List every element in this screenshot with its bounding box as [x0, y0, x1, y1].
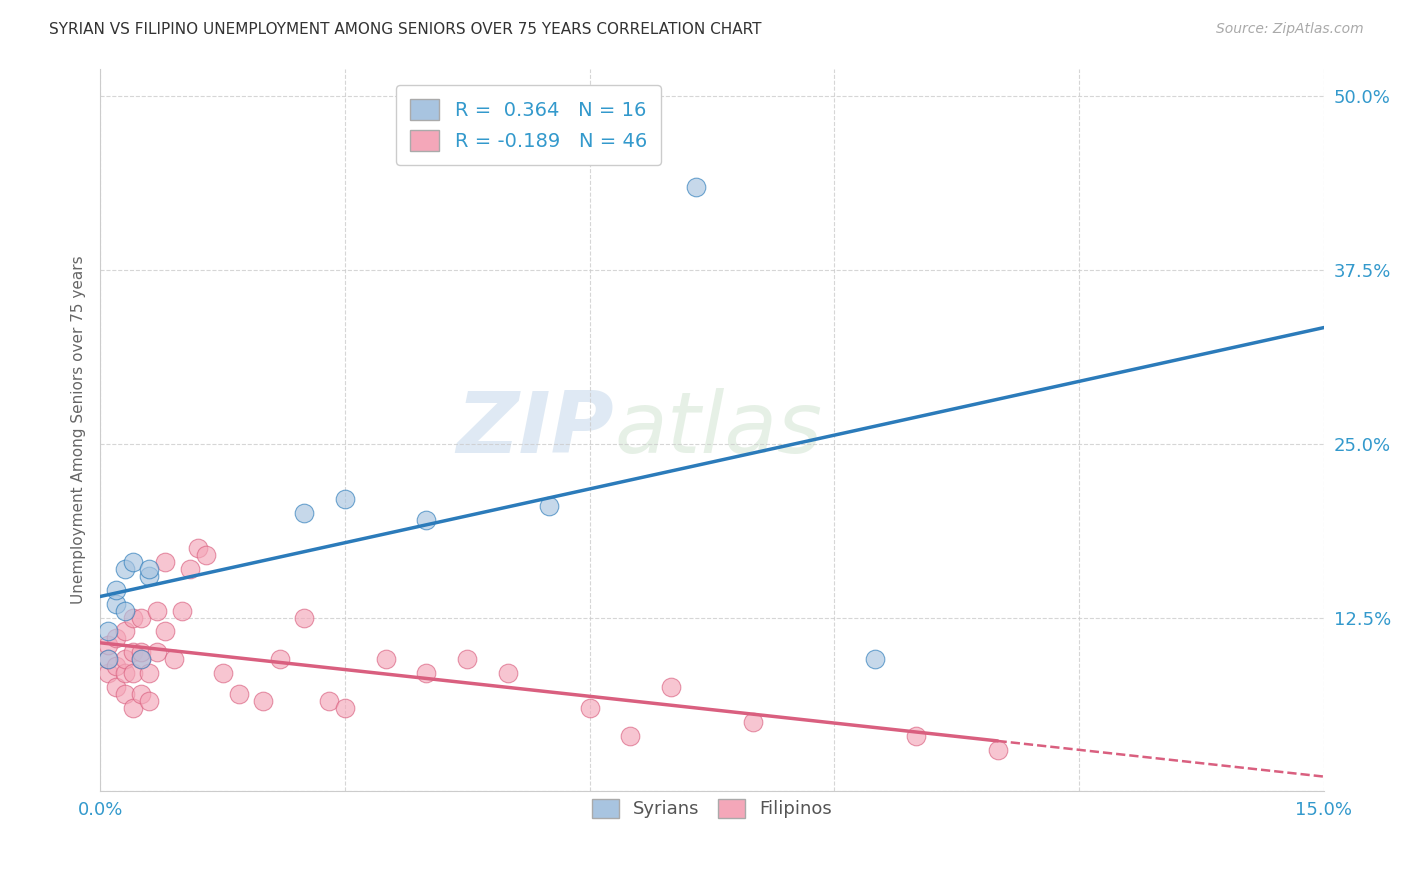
Point — [97, 638, 120, 652]
Point — [292, 610, 315, 624]
Point — [129, 652, 152, 666]
Point — [138, 562, 160, 576]
Point — [129, 687, 152, 701]
Point — [619, 729, 641, 743]
Point — [114, 666, 136, 681]
Point — [138, 694, 160, 708]
Point — [741, 714, 763, 729]
Point — [121, 645, 143, 659]
Point — [105, 632, 128, 646]
Point — [105, 680, 128, 694]
Point — [333, 492, 356, 507]
Point — [146, 645, 169, 659]
Point — [292, 506, 315, 520]
Text: SYRIAN VS FILIPINO UNEMPLOYMENT AMONG SENIORS OVER 75 YEARS CORRELATION CHART: SYRIAN VS FILIPINO UNEMPLOYMENT AMONG SE… — [49, 22, 762, 37]
Point — [129, 645, 152, 659]
Point — [374, 652, 396, 666]
Point — [146, 604, 169, 618]
Point — [195, 548, 218, 562]
Point — [155, 624, 177, 639]
Y-axis label: Unemployment Among Seniors over 75 years: Unemployment Among Seniors over 75 years — [72, 256, 86, 604]
Point — [121, 555, 143, 569]
Point — [252, 694, 274, 708]
Point — [162, 652, 184, 666]
Point — [904, 729, 927, 743]
Point — [114, 624, 136, 639]
Point — [138, 569, 160, 583]
Text: ZIP: ZIP — [457, 388, 614, 471]
Point — [155, 555, 177, 569]
Point — [105, 597, 128, 611]
Point — [114, 604, 136, 618]
Text: Source: ZipAtlas.com: Source: ZipAtlas.com — [1216, 22, 1364, 37]
Point — [138, 666, 160, 681]
Point — [121, 666, 143, 681]
Point — [496, 666, 519, 681]
Point — [415, 513, 437, 527]
Point — [179, 562, 201, 576]
Point — [537, 500, 560, 514]
Point — [987, 742, 1010, 756]
Point — [105, 582, 128, 597]
Point — [121, 610, 143, 624]
Point — [228, 687, 250, 701]
Point — [170, 604, 193, 618]
Point — [187, 541, 209, 555]
Legend: Syrians, Filipinos: Syrians, Filipinos — [585, 792, 839, 826]
Point — [121, 701, 143, 715]
Point — [97, 652, 120, 666]
Point — [97, 624, 120, 639]
Point — [114, 687, 136, 701]
Point — [318, 694, 340, 708]
Point — [685, 179, 707, 194]
Point — [456, 652, 478, 666]
Point — [129, 652, 152, 666]
Point — [114, 562, 136, 576]
Point — [333, 701, 356, 715]
Point — [97, 666, 120, 681]
Point — [415, 666, 437, 681]
Point — [211, 666, 233, 681]
Point — [114, 652, 136, 666]
Point — [105, 659, 128, 673]
Point — [97, 652, 120, 666]
Point — [578, 701, 600, 715]
Point — [269, 652, 291, 666]
Point — [659, 680, 682, 694]
Text: atlas: atlas — [614, 388, 823, 471]
Point — [863, 652, 886, 666]
Point — [129, 610, 152, 624]
